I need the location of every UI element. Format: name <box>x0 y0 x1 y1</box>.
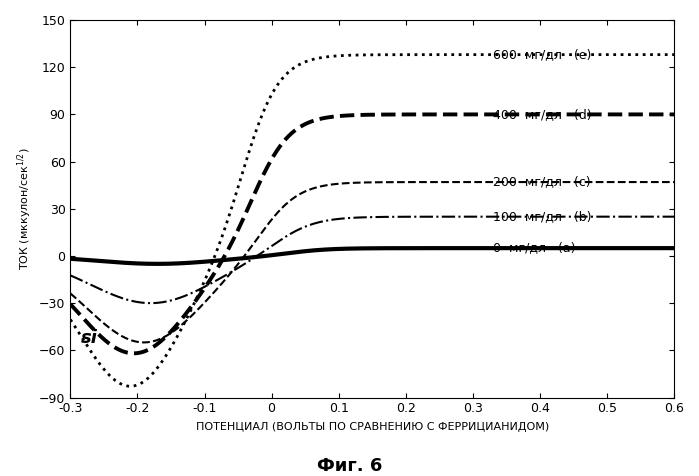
Y-axis label: ТОК (мккулон/сек$^{1/2}$): ТОК (мккулон/сек$^{1/2}$) <box>15 148 34 270</box>
Text: 400  мг/дл   (d): 400 мг/дл (d) <box>493 108 591 121</box>
Text: 0  мг/дл   (a): 0 мг/дл (a) <box>493 241 575 254</box>
Text: Фиг. 6: Фиг. 6 <box>317 457 382 475</box>
Text: si: si <box>80 329 97 347</box>
Text: 200  мг/дл   (c): 200 мг/дл (c) <box>493 176 591 188</box>
Text: 600  мг/дл   (e): 600 мг/дл (e) <box>493 48 591 61</box>
Text: 100  мг/дл   (b): 100 мг/дл (b) <box>493 210 591 223</box>
X-axis label: ПОТЕНЦИАЛ (ВОЛЬТЫ ПО СРАВНЕНИЮ С ФЕРРИЦИАНИДОМ): ПОТЕНЦИАЛ (ВОЛЬТЫ ПО СРАВНЕНИЮ С ФЕРРИЦИ… <box>196 422 549 432</box>
